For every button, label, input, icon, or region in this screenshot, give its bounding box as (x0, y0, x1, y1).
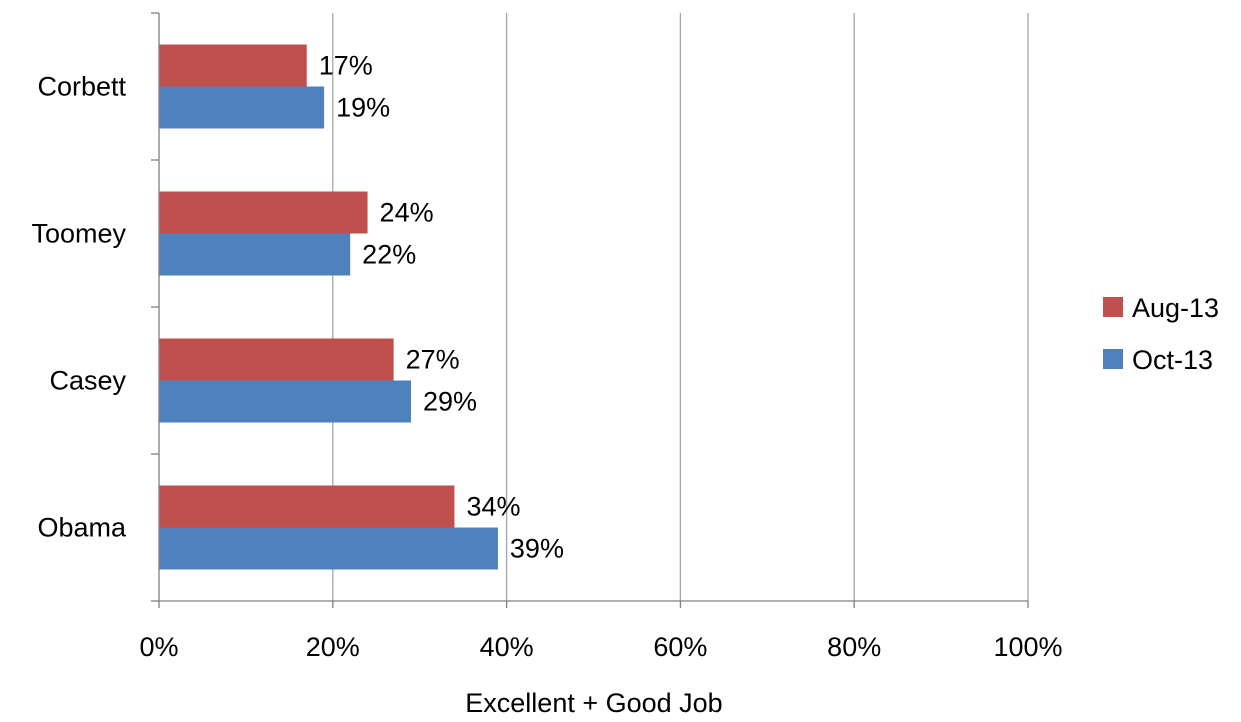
bars (159, 44, 498, 570)
bar-oct-13-obama[interactable] (159, 527, 498, 570)
legend-label: Oct-13 (1132, 345, 1213, 375)
bar-oct-13-casey[interactable] (159, 380, 412, 423)
legend[interactable]: Aug-13 Oct-13 (1103, 293, 1219, 375)
bar-aug-13-casey[interactable] (159, 338, 394, 381)
x-tick-label: 0% (139, 632, 178, 662)
data-label: 17% (319, 51, 373, 81)
x-tick-label: 40% (480, 632, 534, 662)
data-label: 29% (423, 387, 477, 417)
bar-aug-13-corbett[interactable] (159, 44, 307, 87)
data-label: 27% (406, 345, 460, 375)
legend-swatch-oct-13 (1103, 349, 1123, 369)
y-category-label: Corbett (37, 72, 126, 102)
x-tick-label: 100% (993, 632, 1062, 662)
legend-label: Aug-13 (1132, 293, 1219, 323)
data-label: 34% (466, 492, 520, 522)
data-label: 39% (510, 534, 564, 564)
x-axis-title: Excellent + Good Job (465, 688, 722, 718)
bar-oct-13-toomey[interactable] (159, 233, 351, 276)
x-tick-label: 20% (306, 632, 360, 662)
y-category-label: Obama (37, 513, 127, 543)
data-label: 22% (362, 240, 416, 270)
data-labels: 39% 34% 29% 27% 22% 24% 19% 17% (319, 51, 564, 564)
y-category-label: Toomey (31, 219, 126, 249)
bar-aug-13-obama[interactable] (159, 485, 455, 528)
axes: 0% 20% 40% 60% 80% 100% Obama Casey Toomey Corbet… (31, 12, 1063, 662)
legend-swatch-aug-13 (1103, 297, 1123, 317)
data-label: 19% (336, 93, 390, 123)
y-category-label: Casey (49, 366, 126, 396)
x-tick-label: 60% (653, 632, 707, 662)
bar-oct-13-corbett[interactable] (159, 86, 325, 129)
bar-aug-13-toomey[interactable] (159, 191, 368, 234)
x-tick-label: 80% (827, 632, 881, 662)
data-label: 24% (380, 198, 434, 228)
